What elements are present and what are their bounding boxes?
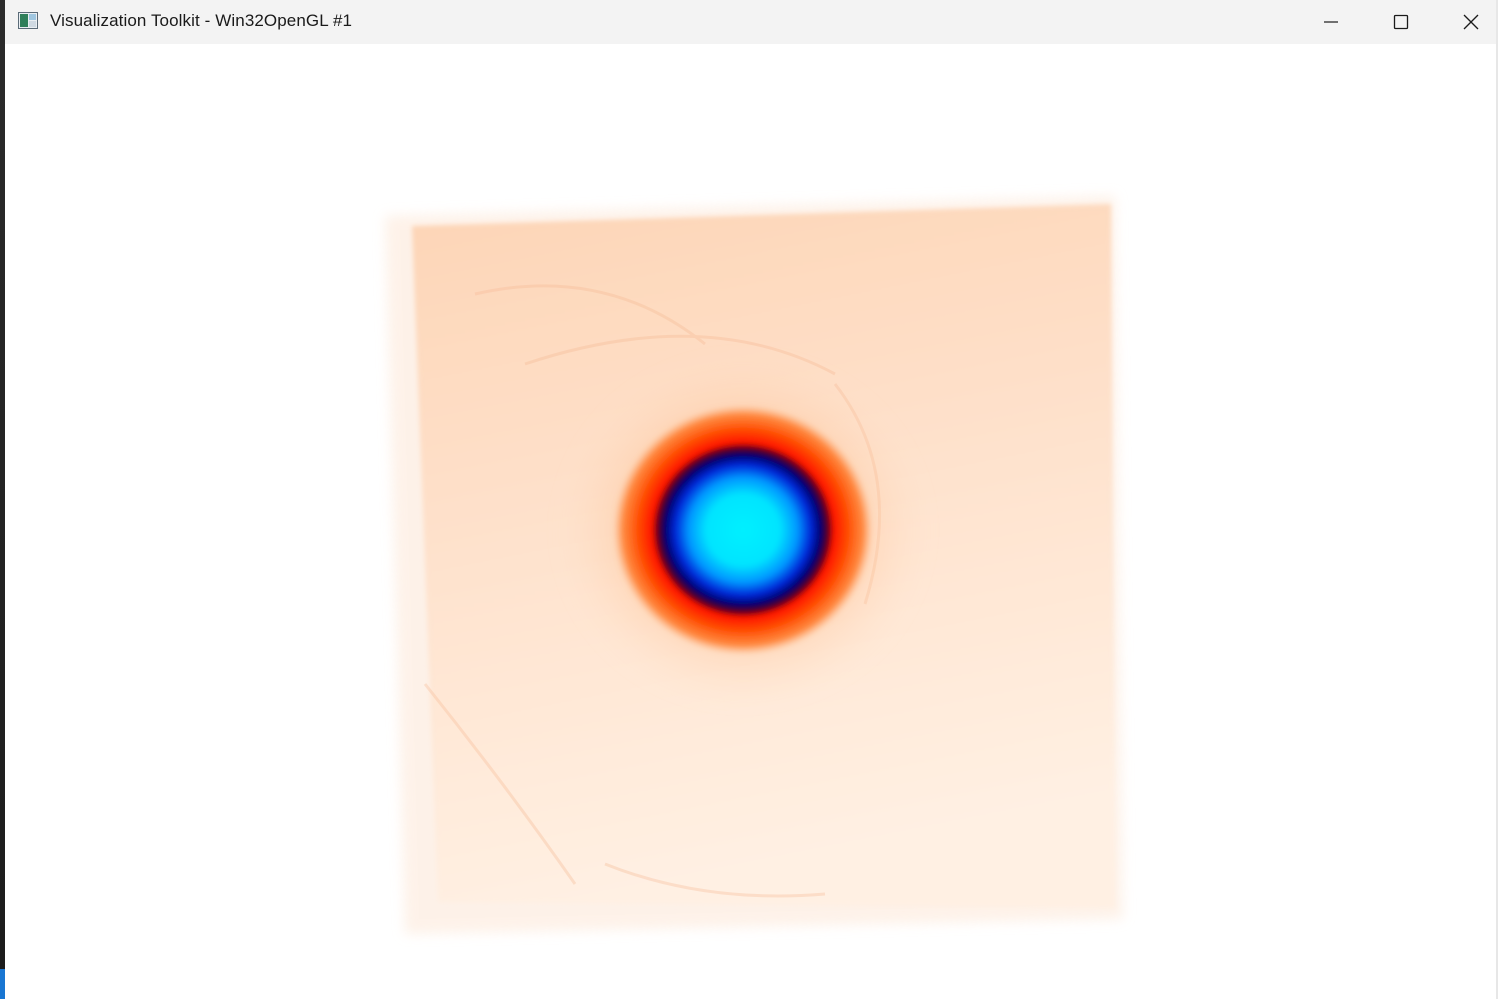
- window-border-right: [1496, 0, 1498, 999]
- window-title: Visualization Toolkit - Win32OpenGL #1: [50, 11, 353, 30]
- minimize-button[interactable]: [1296, 0, 1366, 44]
- close-button[interactable]: [1436, 0, 1498, 44]
- window-titlebar[interactable]: Visualization Toolkit - Win32OpenGL #1: [5, 0, 1496, 44]
- minimize-icon: [1323, 14, 1339, 30]
- render-viewport[interactable]: [5, 44, 1496, 999]
- maximize-icon: [1393, 14, 1409, 30]
- density-core: [613, 405, 873, 655]
- desktop-edge-left: [0, 0, 5, 999]
- close-icon: [1463, 14, 1479, 30]
- vtk-app-icon: [18, 12, 38, 29]
- volume-render: [385, 196, 1123, 934]
- maximize-button[interactable]: [1366, 0, 1436, 44]
